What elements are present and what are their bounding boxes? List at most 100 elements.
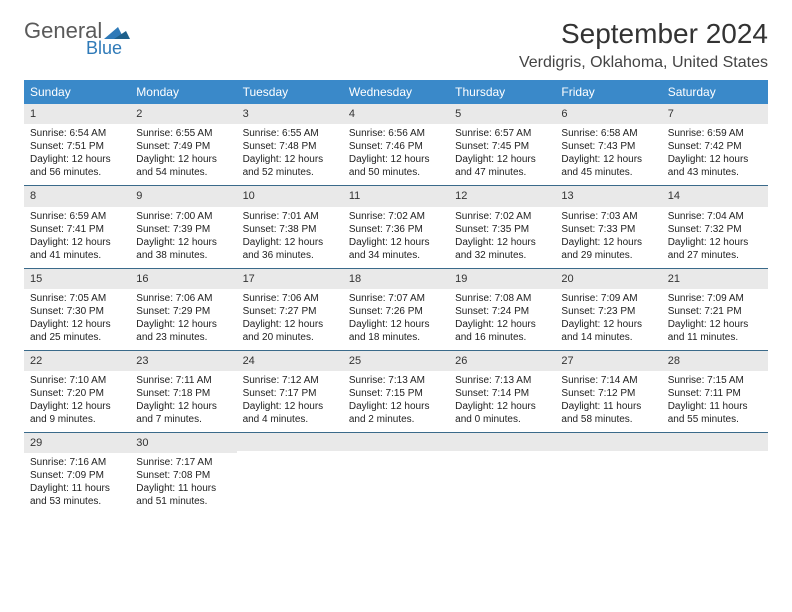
day-details: Sunrise: 7:02 AMSunset: 7:35 PMDaylight:… (449, 209, 555, 262)
day-details: Sunrise: 7:05 AMSunset: 7:30 PMDaylight:… (24, 291, 130, 344)
day-number: 30 (130, 433, 236, 453)
daylight-text: Daylight: 12 hours (136, 236, 230, 249)
daylight-text: Daylight: 12 hours (455, 236, 549, 249)
daylight-text: and 18 minutes. (349, 331, 443, 344)
sunrise-text: Sunrise: 7:02 AM (455, 210, 549, 223)
sunset-text: Sunset: 7:43 PM (561, 140, 655, 153)
daylight-text: and 27 minutes. (668, 249, 762, 262)
sunrise-text: Sunrise: 7:15 AM (668, 374, 762, 387)
daylight-text: and 56 minutes. (30, 166, 124, 179)
sunset-text: Sunset: 7:38 PM (243, 223, 337, 236)
weekday-header: Tuesday (237, 80, 343, 104)
day-cell (237, 433, 343, 514)
weekday-header: Friday (555, 80, 661, 104)
daylight-text: and 55 minutes. (668, 413, 762, 426)
sunrise-text: Sunrise: 7:05 AM (30, 292, 124, 305)
sunrise-text: Sunrise: 7:00 AM (136, 210, 230, 223)
day-number: 8 (24, 186, 130, 206)
day-details: Sunrise: 7:07 AMSunset: 7:26 PMDaylight:… (343, 291, 449, 344)
day-cell: 2Sunrise: 6:55 AMSunset: 7:49 PMDaylight… (130, 104, 236, 185)
day-number: 9 (130, 186, 236, 206)
day-cell: 1Sunrise: 6:54 AMSunset: 7:51 PMDaylight… (24, 104, 130, 185)
daylight-text: and 36 minutes. (243, 249, 337, 262)
day-number: 20 (555, 269, 661, 289)
daylight-text: and 25 minutes. (30, 331, 124, 344)
day-details: Sunrise: 7:06 AMSunset: 7:27 PMDaylight:… (237, 291, 343, 344)
calendar-page: General Blue September 2024 Verdigris, O… (0, 0, 792, 532)
location-text: Verdigris, Oklahoma, United States (519, 54, 768, 72)
daylight-text: Daylight: 11 hours (668, 400, 762, 413)
sunset-text: Sunset: 7:41 PM (30, 223, 124, 236)
daylight-text: Daylight: 12 hours (243, 400, 337, 413)
daylight-text: Daylight: 12 hours (349, 318, 443, 331)
sunrise-text: Sunrise: 6:57 AM (455, 127, 549, 140)
sunset-text: Sunset: 7:46 PM (349, 140, 443, 153)
daylight-text: and 58 minutes. (561, 413, 655, 426)
day-cell: 22Sunrise: 7:10 AMSunset: 7:20 PMDayligh… (24, 351, 130, 432)
day-cell: 15Sunrise: 7:05 AMSunset: 7:30 PMDayligh… (24, 269, 130, 350)
day-cell: 5Sunrise: 6:57 AMSunset: 7:45 PMDaylight… (449, 104, 555, 185)
sunset-text: Sunset: 7:17 PM (243, 387, 337, 400)
day-number: 29 (24, 433, 130, 453)
daylight-text: Daylight: 12 hours (243, 318, 337, 331)
day-details: Sunrise: 7:00 AMSunset: 7:39 PMDaylight:… (130, 209, 236, 262)
sunrise-text: Sunrise: 7:10 AM (30, 374, 124, 387)
daylight-text: and 0 minutes. (455, 413, 549, 426)
title-block: September 2024 Verdigris, Oklahoma, Unit… (519, 18, 768, 72)
daylight-text: and 32 minutes. (455, 249, 549, 262)
daylight-text: Daylight: 12 hours (136, 318, 230, 331)
page-header: General Blue September 2024 Verdigris, O… (24, 18, 768, 72)
daylight-text: and 23 minutes. (136, 331, 230, 344)
day-details: Sunrise: 6:58 AMSunset: 7:43 PMDaylight:… (555, 126, 661, 179)
day-cell: 26Sunrise: 7:13 AMSunset: 7:14 PMDayligh… (449, 351, 555, 432)
sunrise-text: Sunrise: 7:09 AM (561, 292, 655, 305)
sunrise-text: Sunrise: 6:59 AM (30, 210, 124, 223)
sunset-text: Sunset: 7:32 PM (668, 223, 762, 236)
day-details: Sunrise: 7:15 AMSunset: 7:11 PMDaylight:… (662, 373, 768, 426)
day-number: 21 (662, 269, 768, 289)
sunset-text: Sunset: 7:11 PM (668, 387, 762, 400)
day-cell: 30Sunrise: 7:17 AMSunset: 7:08 PMDayligh… (130, 433, 236, 514)
sunset-text: Sunset: 7:26 PM (349, 305, 443, 318)
day-number: 17 (237, 269, 343, 289)
daylight-text: and 41 minutes. (30, 249, 124, 262)
sunrise-text: Sunrise: 7:13 AM (349, 374, 443, 387)
day-cell: 28Sunrise: 7:15 AMSunset: 7:11 PMDayligh… (662, 351, 768, 432)
daylight-text: and 34 minutes. (349, 249, 443, 262)
sunrise-text: Sunrise: 7:13 AM (455, 374, 549, 387)
daylight-text: Daylight: 12 hours (30, 153, 124, 166)
day-number: 28 (662, 351, 768, 371)
day-cell: 12Sunrise: 7:02 AMSunset: 7:35 PMDayligh… (449, 186, 555, 267)
sunrise-text: Sunrise: 6:55 AM (243, 127, 337, 140)
day-cell: 10Sunrise: 7:01 AMSunset: 7:38 PMDayligh… (237, 186, 343, 267)
sunset-text: Sunset: 7:42 PM (668, 140, 762, 153)
daylight-text: and 43 minutes. (668, 166, 762, 179)
day-details: Sunrise: 6:55 AMSunset: 7:48 PMDaylight:… (237, 126, 343, 179)
sunset-text: Sunset: 7:09 PM (30, 469, 124, 482)
day-details: Sunrise: 7:10 AMSunset: 7:20 PMDaylight:… (24, 373, 130, 426)
day-number: 16 (130, 269, 236, 289)
weeks-container: 1Sunrise: 6:54 AMSunset: 7:51 PMDaylight… (24, 104, 768, 514)
daylight-text: Daylight: 12 hours (455, 153, 549, 166)
sunrise-text: Sunrise: 7:17 AM (136, 456, 230, 469)
day-cell: 18Sunrise: 7:07 AMSunset: 7:26 PMDayligh… (343, 269, 449, 350)
day-details: Sunrise: 6:59 AMSunset: 7:41 PMDaylight:… (24, 209, 130, 262)
day-number: 2 (130, 104, 236, 124)
day-details: Sunrise: 6:54 AMSunset: 7:51 PMDaylight:… (24, 126, 130, 179)
sunrise-text: Sunrise: 7:12 AM (243, 374, 337, 387)
sunrise-text: Sunrise: 7:03 AM (561, 210, 655, 223)
brand-text-2: Blue (86, 38, 122, 59)
daylight-text: Daylight: 12 hours (668, 236, 762, 249)
day-cell (449, 433, 555, 514)
sunrise-text: Sunrise: 6:59 AM (668, 127, 762, 140)
daylight-text: and 4 minutes. (243, 413, 337, 426)
weekday-header: Saturday (662, 80, 768, 104)
day-details: Sunrise: 7:08 AMSunset: 7:24 PMDaylight:… (449, 291, 555, 344)
day-number (343, 433, 449, 451)
day-details: Sunrise: 7:16 AMSunset: 7:09 PMDaylight:… (24, 455, 130, 508)
calendar: Sunday Monday Tuesday Wednesday Thursday… (24, 80, 768, 514)
day-number: 27 (555, 351, 661, 371)
day-cell: 25Sunrise: 7:13 AMSunset: 7:15 PMDayligh… (343, 351, 449, 432)
daylight-text: Daylight: 12 hours (561, 318, 655, 331)
day-cell: 3Sunrise: 6:55 AMSunset: 7:48 PMDaylight… (237, 104, 343, 185)
